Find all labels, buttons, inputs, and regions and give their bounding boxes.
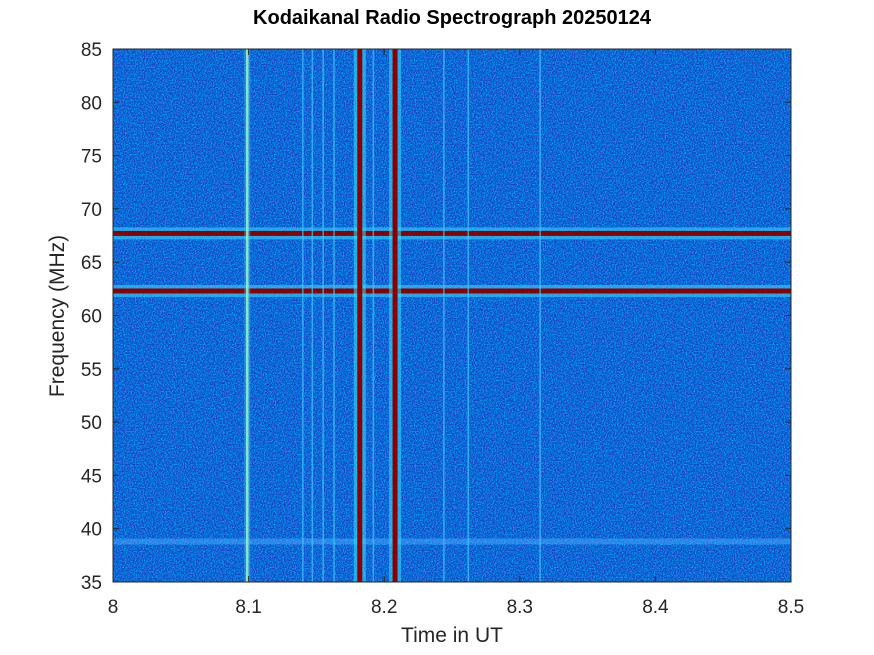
spectrogram-noise bbox=[113, 49, 791, 582]
spectrogram-features bbox=[113, 49, 791, 582]
radio-burst-6 bbox=[372, 49, 375, 582]
frequency-band-1 bbox=[113, 288, 791, 294]
y-tick-label: 70 bbox=[81, 200, 102, 221]
x-tick-label: 8.1 bbox=[235, 597, 261, 618]
chart-title: Kodaikanal Radio Spectrograph 20250124 bbox=[253, 7, 652, 29]
y-axis-label: Frequency (MHz) bbox=[46, 235, 69, 397]
plot-area bbox=[113, 49, 791, 582]
x-tick-label: 8.2 bbox=[371, 597, 397, 618]
x-tick-label: 8.3 bbox=[507, 597, 533, 618]
frequency-band-0 bbox=[113, 230, 791, 236]
radio-burst-2 bbox=[311, 49, 314, 582]
y-tick-label: 85 bbox=[81, 40, 102, 61]
radio-burst-7 bbox=[392, 49, 398, 582]
y-tick-label: 65 bbox=[81, 253, 102, 274]
y-tick-label: 35 bbox=[81, 573, 102, 594]
y-axis: 35 40 45 50 55 60 65 70 75 80 85 bbox=[81, 40, 791, 594]
x-tick-label: 8.5 bbox=[778, 597, 804, 618]
radio-burst-5 bbox=[357, 49, 363, 582]
radio-burst-1 bbox=[302, 49, 304, 582]
x-axis-label: Time in UT bbox=[401, 624, 503, 647]
radio-burst-4 bbox=[333, 49, 335, 582]
radio-burst-8 bbox=[443, 49, 445, 582]
radio-burst-0 bbox=[245, 49, 249, 582]
x-tick-label: 8.4 bbox=[642, 597, 669, 618]
radio-burst-3 bbox=[322, 49, 324, 582]
y-tick-label: 80 bbox=[81, 93, 102, 114]
y-tick-label: 55 bbox=[81, 360, 102, 381]
y-tick-label: 40 bbox=[81, 520, 102, 541]
frequency-band-2 bbox=[113, 538, 791, 545]
radio-burst-10 bbox=[539, 49, 541, 582]
y-tick-label: 75 bbox=[81, 147, 102, 168]
radio-burst-9 bbox=[467, 49, 470, 582]
y-tick-label: 50 bbox=[81, 413, 102, 434]
y-tick-label: 45 bbox=[81, 466, 102, 487]
x-tick-label: 8 bbox=[108, 597, 119, 618]
y-tick-label: 60 bbox=[81, 307, 102, 328]
x-axis: 8 8.1 8.2 8.3 8.4 8.5 bbox=[108, 49, 804, 618]
